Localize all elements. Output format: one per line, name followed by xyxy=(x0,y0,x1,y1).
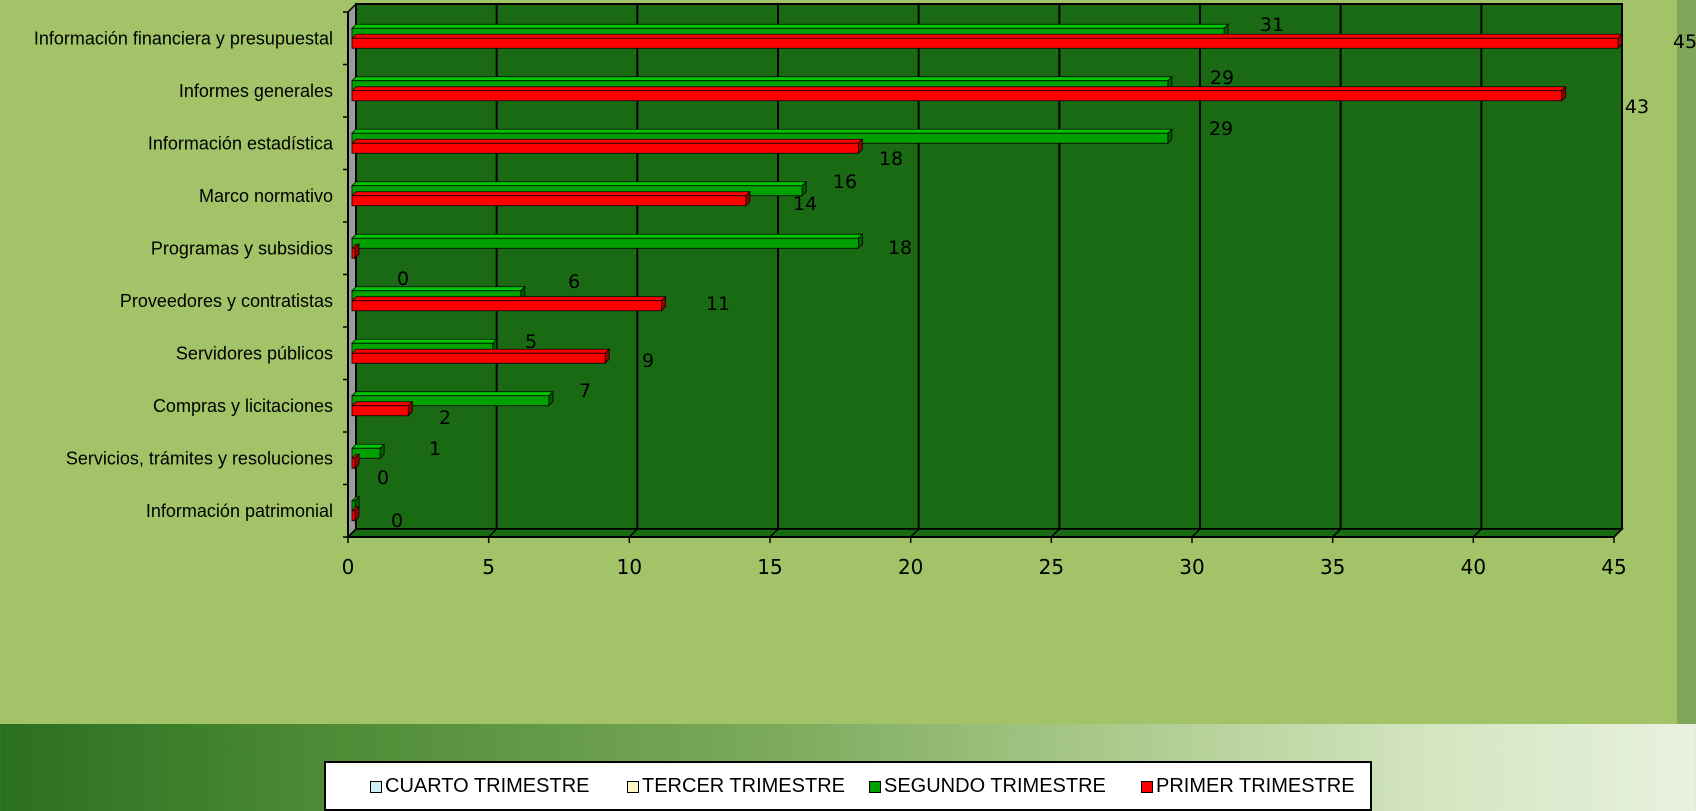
bar-top xyxy=(351,191,751,197)
bar-top xyxy=(351,443,386,449)
x-floor-line xyxy=(1613,528,1623,538)
category-label: Información estadística xyxy=(148,133,334,153)
x-tick-label: 30 xyxy=(1179,555,1204,579)
data-label: 43 xyxy=(1625,96,1649,118)
x-tick-label: 15 xyxy=(757,555,782,579)
bar-top xyxy=(351,33,1623,39)
data-label: 0 xyxy=(397,268,409,290)
bar-top xyxy=(351,296,667,302)
data-label: 18 xyxy=(879,148,903,170)
data-label: 18 xyxy=(888,237,912,259)
bar xyxy=(351,195,747,207)
data-label: 1 xyxy=(429,438,441,460)
data-label: 11 xyxy=(706,293,730,315)
data-label: 0 xyxy=(377,467,389,489)
bar-top xyxy=(351,338,498,344)
x-tick-label: 40 xyxy=(1461,555,1486,579)
x-tick-label: 25 xyxy=(1039,555,1064,579)
category-label: Compras y licitaciones xyxy=(153,396,333,416)
bar-top xyxy=(351,181,808,187)
bar xyxy=(351,352,606,364)
bar xyxy=(351,395,550,407)
data-label: 45 xyxy=(1673,31,1696,53)
bar xyxy=(351,142,859,154)
legend-swatch xyxy=(627,780,639,793)
x-tick-label: 20 xyxy=(898,555,923,579)
x-tick-label: 0 xyxy=(342,555,355,579)
legend-swatch xyxy=(1141,780,1153,793)
x-floor-line xyxy=(628,528,638,538)
legend-label: SEGUNDO TRIMESTRE xyxy=(884,775,1106,797)
bar-top xyxy=(351,128,1173,134)
category-label: Información financiera y presupuestal xyxy=(34,28,333,48)
legend: CUARTO TRIMESTRE TERCER TRIMESTRE SEGUNDO … xyxy=(324,761,1372,811)
data-label: 0 xyxy=(391,510,403,532)
bar-top xyxy=(351,391,554,397)
data-label: 16 xyxy=(833,171,857,193)
category-label: Marco normativo xyxy=(199,186,333,206)
data-label: 2 xyxy=(439,407,451,429)
bar-top xyxy=(351,286,526,292)
category-label: Información patrimonial xyxy=(146,501,333,521)
x-tick-label: 35 xyxy=(1320,555,1345,579)
category-label: Programas y subsidios xyxy=(151,238,333,258)
bar-top xyxy=(351,401,414,407)
legend-item: CUARTO TRIMESTRE xyxy=(370,775,589,798)
data-label: 9 xyxy=(642,350,654,372)
data-label: 14 xyxy=(793,193,817,215)
bar xyxy=(351,447,381,459)
bar xyxy=(351,300,662,312)
x-floor-line xyxy=(488,528,498,538)
x-floor-line xyxy=(347,528,357,538)
bar xyxy=(351,405,409,417)
x-tick-label: 45 xyxy=(1601,555,1626,579)
bar xyxy=(351,510,356,522)
data-label: 5 xyxy=(525,331,537,353)
category-label: Servicios, trámites y resoluciones xyxy=(66,448,333,468)
bar xyxy=(351,37,1619,49)
bar xyxy=(351,90,1563,102)
x-tick-label: 5 xyxy=(482,555,495,579)
x-tick-label: 10 xyxy=(617,555,642,579)
floor xyxy=(346,528,1624,538)
data-label: 7 xyxy=(579,380,591,402)
category-label: Proveedores y contratistas xyxy=(120,291,333,311)
data-label: 29 xyxy=(1210,67,1234,89)
bar-top xyxy=(351,86,1567,92)
x-floor-line xyxy=(910,528,920,538)
legend-swatch xyxy=(370,780,382,793)
data-label: 31 xyxy=(1260,14,1284,36)
bar-top xyxy=(351,76,1173,82)
data-label: 29 xyxy=(1209,118,1233,140)
x-floor-line xyxy=(1050,528,1060,538)
bar xyxy=(351,457,356,469)
bar xyxy=(351,237,859,249)
bar xyxy=(351,247,356,259)
category-label: Informes generales xyxy=(179,81,333,101)
bar-top xyxy=(351,348,611,354)
legend-label: TERCER TRIMESTRE xyxy=(642,775,845,797)
x-floor-line xyxy=(769,528,779,538)
bar-top xyxy=(351,233,864,239)
x-floor-line xyxy=(1332,528,1342,538)
right-strip xyxy=(1677,0,1696,724)
bar-top xyxy=(351,138,864,144)
legend-label: PRIMER TRIMESTRE xyxy=(1156,775,1355,797)
bar-top xyxy=(351,23,1230,29)
legend-item: SEGUNDO TRIMESTRE xyxy=(869,775,1106,798)
legend-swatch xyxy=(869,780,881,793)
x-floor-line xyxy=(1191,528,1201,538)
x-floor-line xyxy=(1472,528,1482,538)
category-label: Servidores públicos xyxy=(176,343,333,363)
legend-item: TERCER TRIMESTRE xyxy=(627,775,845,798)
data-label: 6 xyxy=(568,271,580,293)
legend-label: CUARTO TRIMESTRE xyxy=(385,775,590,797)
legend-item: PRIMER TRIMESTRE xyxy=(1141,775,1355,798)
